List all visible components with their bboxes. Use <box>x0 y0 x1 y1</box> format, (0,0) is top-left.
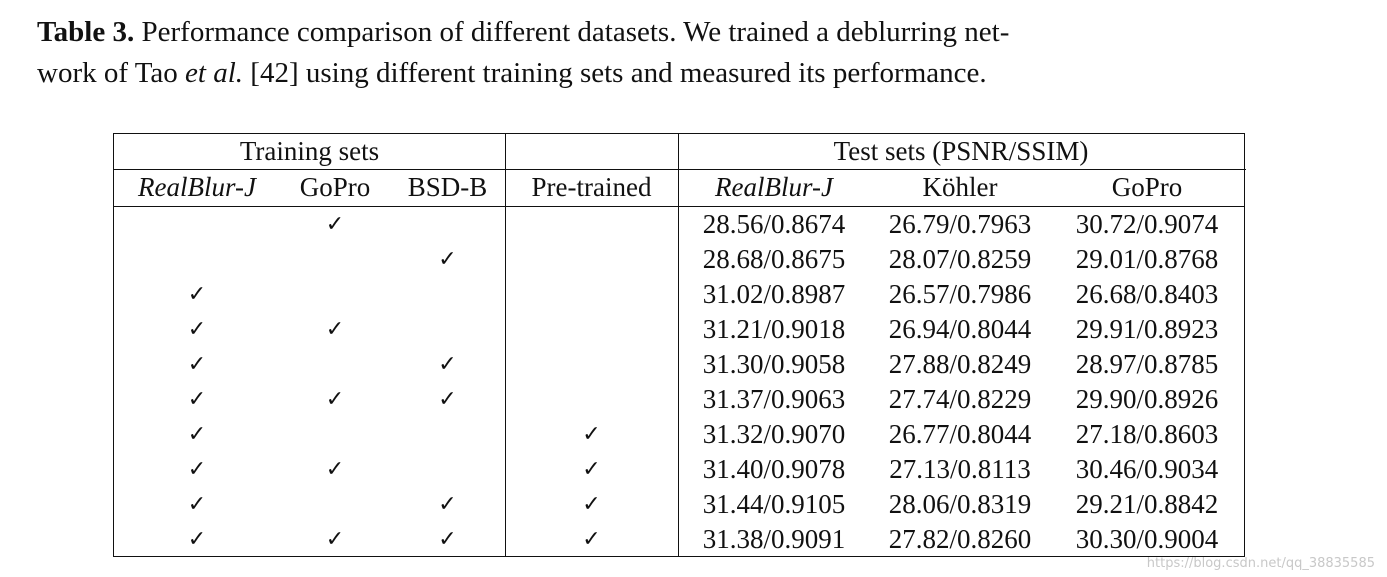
cell-test-realblur: 31.21/0.9018 <box>702 314 846 344</box>
cell-test-gopro: 30.72/0.9074 <box>1075 209 1219 239</box>
cell-test-gopro: 28.97/0.8785 <box>1075 349 1219 379</box>
watermark: https://blog.csdn.net/qq_38835585 <box>1146 556 1375 571</box>
cell-pretrained-checkmark: ✓ <box>582 422 601 447</box>
cell-test-kohler: 27.82/0.8260 <box>888 524 1032 554</box>
table-vrule-1 <box>505 134 506 556</box>
col-header-test-kohler: Köhler <box>922 172 998 202</box>
cell-test-kohler: 28.06/0.8319 <box>888 489 1032 519</box>
cell-pretrained-checkmark: ✓ <box>582 492 601 517</box>
table-vrule-2 <box>678 134 679 556</box>
cell-test-realblur: 31.44/0.9105 <box>702 489 846 519</box>
cell-test-realblur: 31.02/0.8987 <box>702 279 846 309</box>
caption-label: Table 3. <box>37 16 135 48</box>
caption-text-2a: work of Tao <box>37 57 186 89</box>
cell-train-bsdb-checkmark: ✓ <box>438 492 457 517</box>
caption-etal: et al. <box>185 57 244 89</box>
cell-train-bsdb-checkmark: ✓ <box>438 527 457 552</box>
cell-train-realblur-checkmark: ✓ <box>187 422 207 447</box>
cell-test-realblur: 28.68/0.8675 <box>702 244 846 274</box>
group-header-training: Training sets <box>239 136 380 166</box>
cell-test-gopro: 30.46/0.9034 <box>1075 454 1219 484</box>
cell-test-realblur: 31.37/0.9063 <box>702 384 846 414</box>
cell-test-realblur: 31.38/0.9091 <box>702 524 846 554</box>
caption-text-1: Performance comparison of different data… <box>134 16 1010 48</box>
cell-train-bsdb-checkmark: ✓ <box>438 352 457 377</box>
cell-test-realblur: 31.32/0.9070 <box>702 419 846 449</box>
cell-train-realblur-checkmark: ✓ <box>187 457 207 482</box>
cell-test-gopro: 29.21/0.8842 <box>1075 489 1219 519</box>
cell-pretrained-checkmark: ✓ <box>582 527 601 552</box>
cell-train-gopro-checkmark: ✓ <box>325 457 345 482</box>
cell-test-gopro: 27.18/0.8603 <box>1075 419 1219 449</box>
cell-pretrained-checkmark: ✓ <box>582 457 601 482</box>
cell-test-kohler: 26.57/0.7986 <box>888 279 1032 309</box>
group-header-test: Test sets (PSNR/SSIM) <box>833 136 1089 166</box>
cell-test-realblur: 31.30/0.9058 <box>702 349 846 379</box>
cell-test-kohler: 26.94/0.8044 <box>888 314 1032 344</box>
cell-test-gopro: 29.01/0.8768 <box>1075 244 1219 274</box>
cell-test-gopro: 29.90/0.8926 <box>1075 384 1219 414</box>
cell-test-gopro: 30.30/0.9004 <box>1075 524 1219 554</box>
cell-test-kohler: 27.13/0.8113 <box>889 454 1031 484</box>
caption-text-2b: [42] using different training sets and m… <box>243 57 987 89</box>
caption-line-1: Table 3. Performance comparison of diffe… <box>37 12 1337 53</box>
cell-train-bsdb-checkmark: ✓ <box>438 247 457 272</box>
cell-train-bsdb-checkmark: ✓ <box>438 387 457 412</box>
col-header-train-bsdb: BSD-B <box>407 172 488 202</box>
cell-train-gopro-checkmark: ✓ <box>325 387 345 412</box>
cell-test-realblur: 31.40/0.9078 <box>702 454 846 484</box>
results-table: Training sets Test sets (PSNR/SSIM) Real… <box>113 133 1246 557</box>
cell-test-kohler: 26.79/0.7963 <box>888 209 1032 239</box>
cell-test-gopro: 26.68/0.8403 <box>1075 279 1219 309</box>
cell-train-realblur-checkmark: ✓ <box>187 387 207 412</box>
table-caption: Table 3. Performance comparison of diffe… <box>37 12 1337 94</box>
cell-train-gopro-checkmark: ✓ <box>325 317 345 342</box>
col-header-train-realblur: RealBlur-J <box>138 172 256 202</box>
table-hrule-group <box>114 169 1246 170</box>
caption-line-2: work of Tao et al. [42] using different … <box>37 53 1337 94</box>
cell-train-gopro-checkmark: ✓ <box>325 527 345 552</box>
cell-train-realblur-checkmark: ✓ <box>187 317 207 342</box>
col-header-pretrained: Pre-trained <box>531 172 652 202</box>
cell-train-realblur-checkmark: ✓ <box>187 282 207 307</box>
cell-test-kohler: 26.77/0.8044 <box>888 419 1032 449</box>
cell-train-realblur-checkmark: ✓ <box>187 492 207 517</box>
cell-test-kohler: 27.74/0.8229 <box>888 384 1032 414</box>
col-header-test-realblur: RealBlur-J <box>715 172 833 202</box>
cell-test-kohler: 28.07/0.8259 <box>888 244 1032 274</box>
cell-train-realblur-checkmark: ✓ <box>187 352 207 377</box>
cell-train-gopro-checkmark: ✓ <box>325 212 345 237</box>
table-hrule-header <box>114 206 1244 207</box>
col-header-test-gopro: GoPro <box>1111 172 1183 202</box>
cell-test-kohler: 27.88/0.8249 <box>888 349 1032 379</box>
cell-train-realblur-checkmark: ✓ <box>187 527 207 552</box>
cell-test-realblur: 28.56/0.8674 <box>702 209 846 239</box>
cell-test-gopro: 29.91/0.8923 <box>1075 314 1219 344</box>
col-header-train-gopro: GoPro <box>299 172 371 202</box>
